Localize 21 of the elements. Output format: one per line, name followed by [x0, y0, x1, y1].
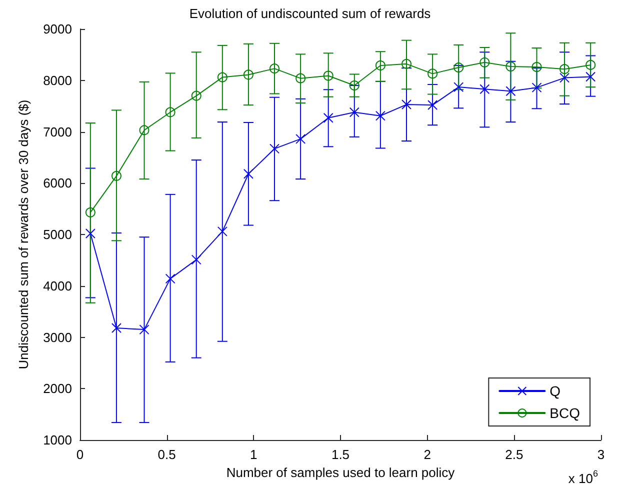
legend-label: Q [550, 383, 561, 399]
y-tick-label: 8000 [43, 72, 72, 88]
y-axis-title: Undiscounted sum of rewards over 30 days ($) [16, 100, 31, 370]
y-tick-label: 1000 [43, 432, 72, 448]
y-tick-label: 2000 [43, 381, 72, 396]
legend-label: BCQ [550, 405, 580, 421]
x-tick-label: 1 [250, 447, 258, 462]
x-tick-label: 2 [424, 447, 431, 462]
y-tick-label: 5000 [43, 227, 72, 242]
chart-title: Evolution of undiscounted sum of rewards [189, 6, 432, 21]
x-tick-label: 3 [597, 447, 605, 462]
x-tick-label: 0.5 [158, 447, 176, 462]
y-tick-label: 7000 [43, 124, 72, 140]
y-tick-label: 4000 [43, 278, 72, 294]
y-tick-label: 9000 [43, 22, 72, 36]
x-tick-label: 1.5 [331, 447, 350, 462]
x-axis-title: Number of samples used to learn policy [226, 464, 456, 480]
x-tick-label: 0 [76, 447, 84, 462]
y-tick-label: 3000 [43, 330, 72, 345]
y-tick-label: 6000 [43, 176, 72, 191]
x-tick-label: 2.5 [505, 447, 524, 462]
